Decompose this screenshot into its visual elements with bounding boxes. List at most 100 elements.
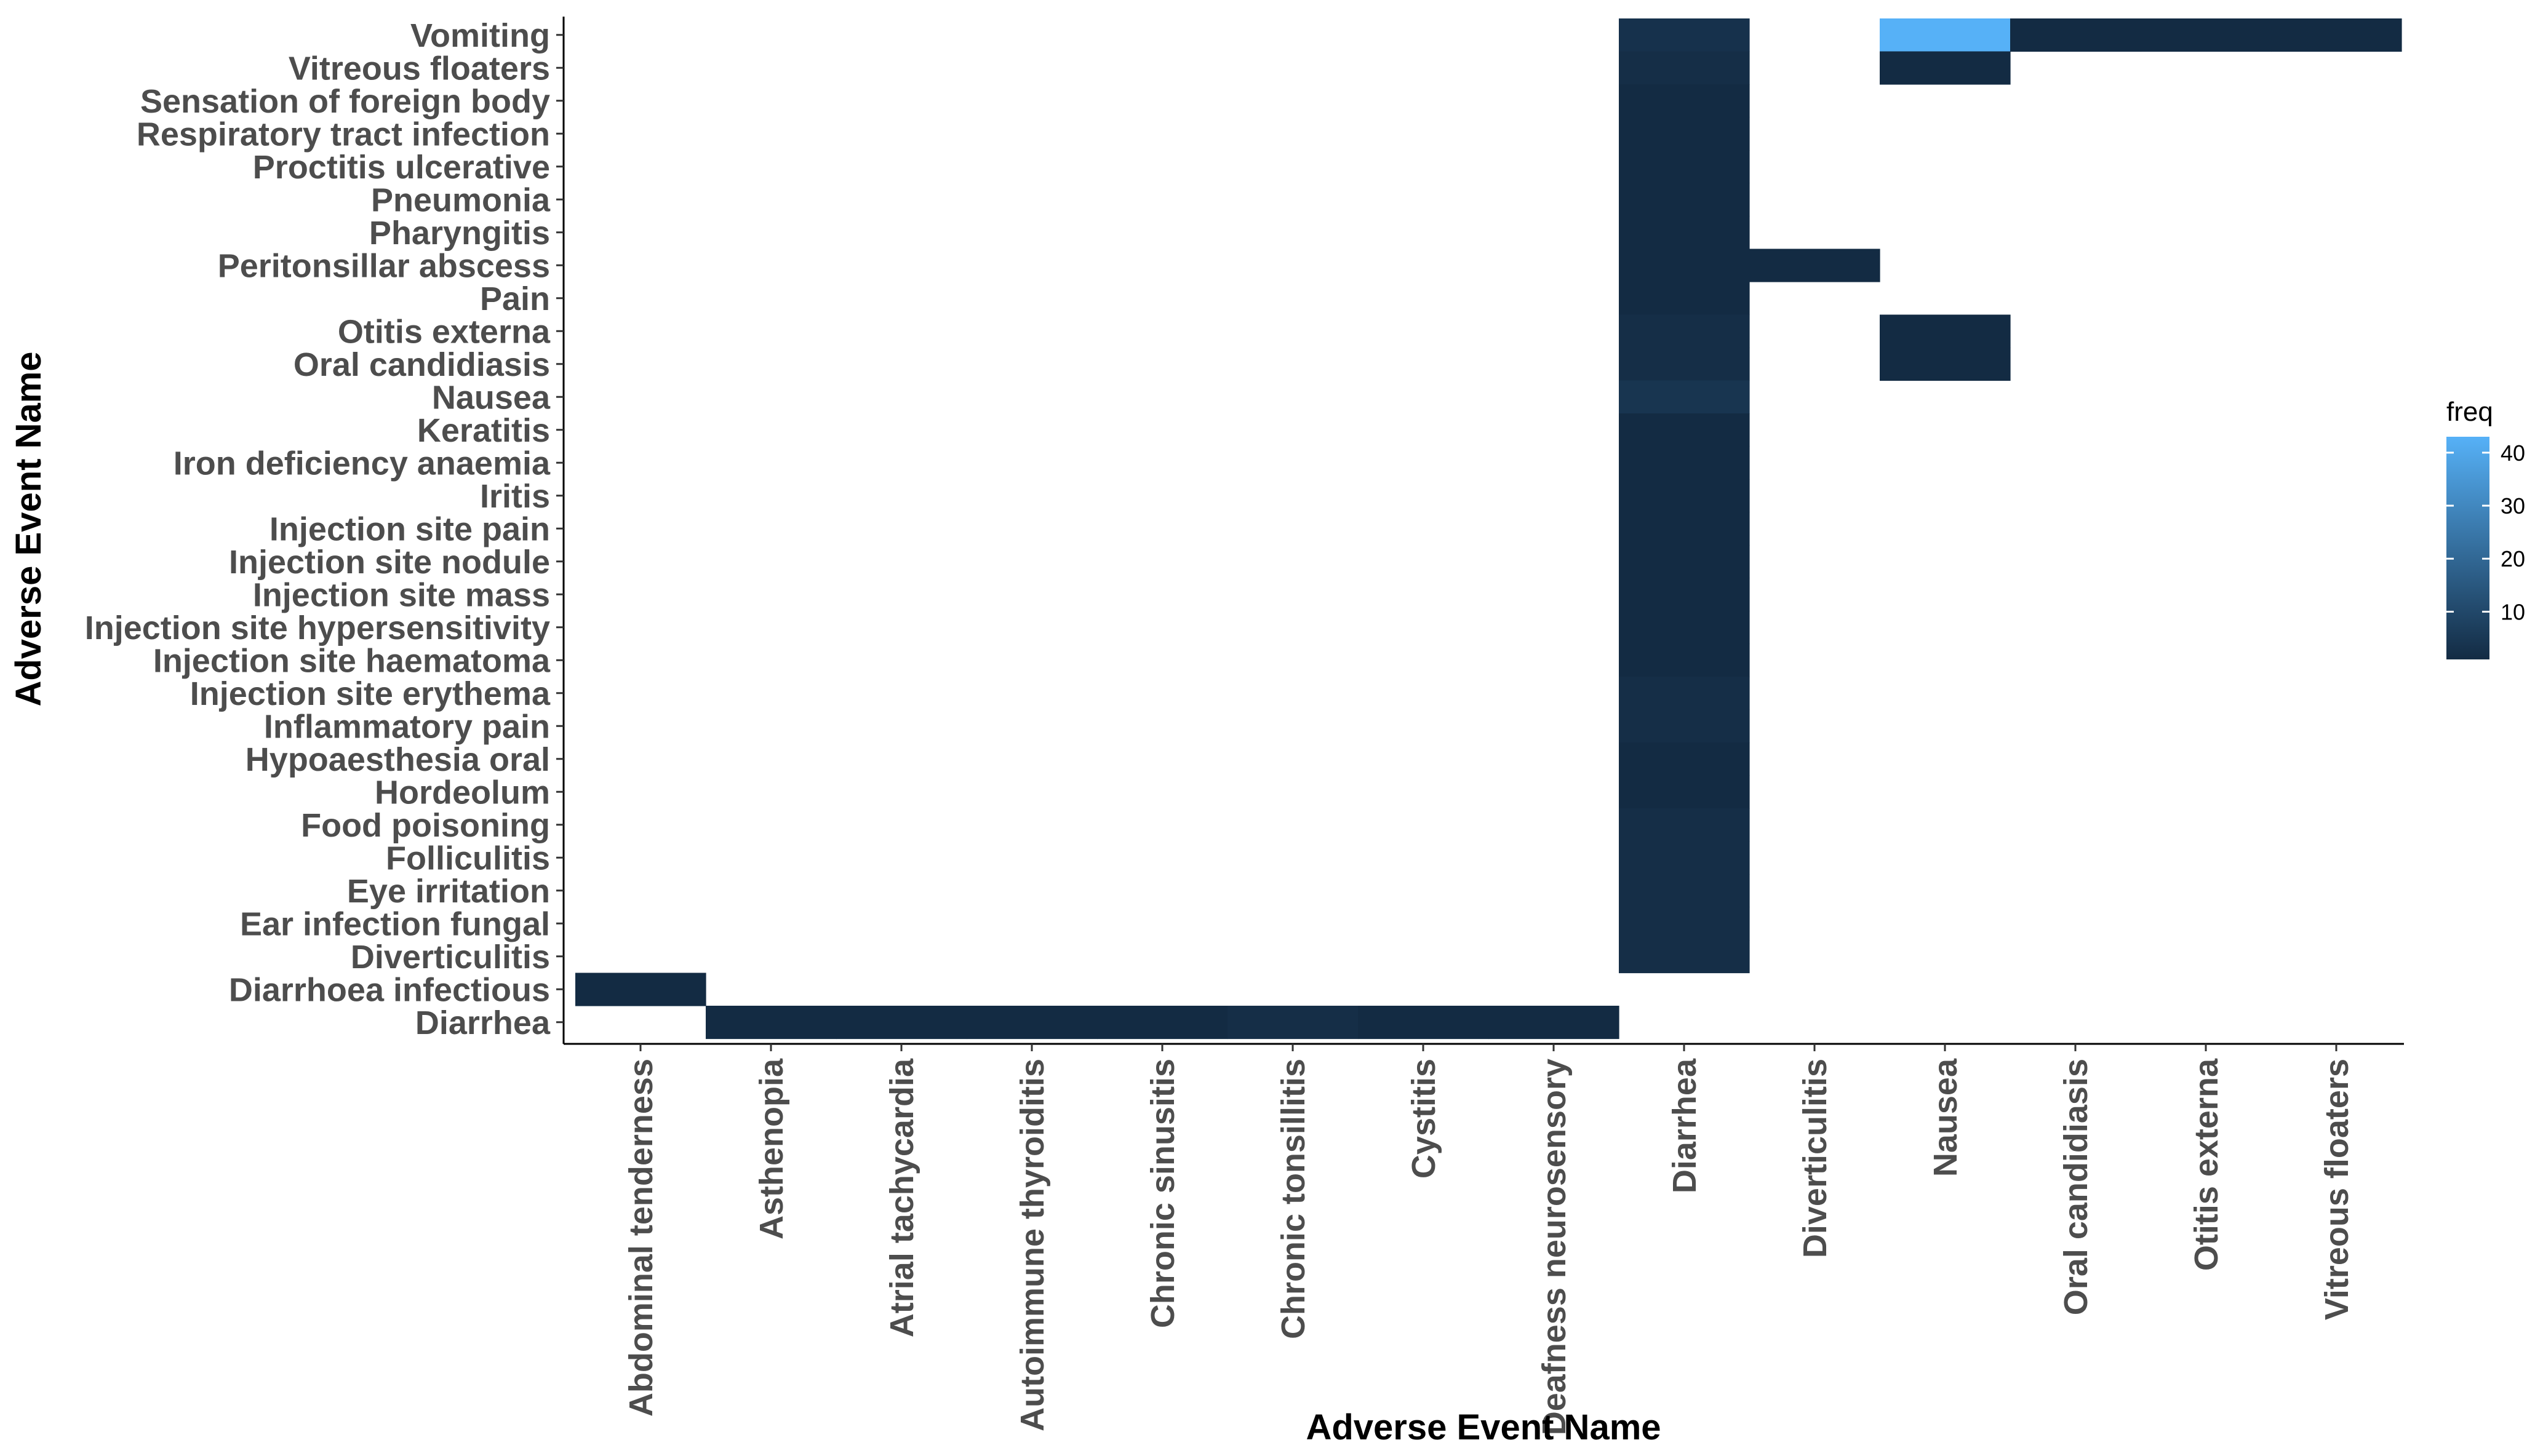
y-tick-label-nausea: Nausea	[432, 379, 551, 416]
y-tick-label-injection-site-mass: Injection site mass	[253, 576, 550, 613]
y-tick-label-otitis-externa: Otitis externa	[338, 313, 551, 350]
y-tick-label-injection-site-hypersensitivity: Injection site hypersensitivity	[85, 610, 550, 646]
y-tick-label-injection-site-haematoma: Injection site haematoma	[153, 642, 551, 679]
x-tick-label-oral-candidiasis: Oral candidiasis	[2058, 1059, 2094, 1315]
heatmap-cell-diarrhea-injection-site-nodule	[1619, 545, 1750, 579]
y-tick-label-pharyngitis: Pharyngitis	[369, 215, 550, 252]
x-tick-label-nausea: Nausea	[1927, 1058, 1964, 1177]
heatmap-cell-diarrhea-vomiting	[1619, 18, 1750, 52]
heatmap-cell-oral-candidiasis-vomiting	[2010, 18, 2141, 52]
heatmap-cell-diarrhea-respiratory-tract-infection	[1619, 117, 1750, 151]
y-tick-label-oral-candidiasis: Oral candidiasis	[293, 346, 550, 383]
x-tick-label-diarrhea: Diarrhea	[1666, 1058, 1703, 1193]
heatmap-cell-atrial-tachycardia-diarrhea	[836, 1006, 967, 1040]
legend-tick-label-10: 10	[2501, 599, 2525, 624]
x-tick-label-deafness-neurosensory: Deafness neurosensory	[1536, 1059, 1573, 1435]
y-tick-label-sensation-of-foreign-body: Sensation of foreign body	[140, 83, 550, 120]
x-tick-label-autoimmune-thyroiditis: Autoimmune thyroiditis	[1014, 1059, 1051, 1431]
heatmap-cell-diarrhea-folliculitis	[1619, 841, 1750, 875]
y-tick-label-peritonsillar-abscess: Peritonsillar abscess	[218, 247, 550, 284]
y-tick-label-inflammatory-pain: Inflammatory pain	[264, 708, 550, 745]
heatmap-cell-diarrhea-otitis-externa	[1619, 314, 1750, 348]
y-tick-label-diverticulitis: Diverticulitis	[351, 939, 550, 976]
heatmap-cell-otitis-externa-vomiting	[2141, 18, 2272, 52]
heatmap-cell-nausea-oral-candidiasis	[1880, 348, 2011, 381]
y-tick-label-iron-deficiency-anaemia: Iron deficiency anaemia	[174, 445, 551, 482]
heatmap-cell-cystitis-diarrhea	[1358, 1006, 1489, 1040]
y-tick-label-keratitis: Keratitis	[417, 412, 550, 449]
y-tick-label-injection-site-pain: Injection site pain	[269, 511, 550, 547]
legend-title: freq	[2446, 397, 2493, 427]
heatmap-cell-diarrhea-injection-site-mass	[1619, 578, 1750, 611]
heatmap-cell-diarrhea-vitreous-floaters	[1619, 51, 1750, 85]
y-tick-label-proctitis-ulcerative: Proctitis ulcerative	[253, 149, 550, 186]
heatmap-cell-diarrhea-peritonsillar-abscess	[1619, 249, 1750, 282]
heatmap-cell-asthenopia-diarrhea	[706, 1006, 837, 1040]
x-axis-tick-labels: Abdominal tenderness Asthenopia Atrial tac…	[623, 1058, 2355, 1435]
heatmap-cell-diarrhea-pneumonia	[1619, 183, 1750, 217]
heatmap-cell-diarrhea-injection-site-hypersensitivity	[1619, 611, 1750, 645]
heatmap-cell-chronic-tonsillitis-diarrhea	[1228, 1006, 1359, 1040]
x-tick-label-vitreous-floaters: Vitreous floaters	[2318, 1059, 2355, 1320]
heatmap-cell-diarrhea-diverticulitis	[1619, 940, 1750, 974]
heatmap-cell-diarrhea-hypoaesthesia-oral	[1619, 742, 1750, 776]
x-axis-title: Adverse Event Name	[1306, 1407, 1661, 1447]
heatmap-cell-diarrhea-pain	[1619, 282, 1750, 316]
x-tick-label-otitis-externa: Otitis externa	[2188, 1058, 2225, 1271]
y-tick-label-hordeolum: Hordeolum	[375, 774, 550, 811]
heatmap-cell-autoimmune-thyroiditis-diarrhea	[967, 1006, 1098, 1040]
y-tick-label-ear-infection-fungal: Ear infection fungal	[240, 905, 550, 942]
legend-tick-label-40: 40	[2501, 440, 2525, 466]
heatmap-cell-diarrhea-injection-site-haematoma	[1619, 643, 1750, 677]
x-tick-label-chronic-tonsillitis: Chronic tonsillitis	[1275, 1059, 1312, 1339]
y-tick-label-injection-site-nodule: Injection site nodule	[229, 544, 550, 581]
heatmap-cell-diarrhea-hordeolum	[1619, 775, 1750, 809]
heatmap-cell-diarrhea-pharyngitis	[1619, 216, 1750, 250]
x-tick-label-chronic-sinusitis: Chronic sinusitis	[1144, 1059, 1181, 1328]
heatmap-cell-diarrhea-oral-candidiasis	[1619, 348, 1750, 381]
heatmap-cell-nausea-otitis-externa	[1880, 314, 2011, 348]
y-tick-label-eye-irritation: Eye irritation	[347, 873, 550, 910]
x-tick-label-abdominal-tenderness: Abdominal tenderness	[623, 1059, 660, 1417]
legend-tick-label-30: 30	[2501, 493, 2525, 519]
heatmap-cell-chronic-sinusitis-diarrhea	[1097, 1006, 1228, 1040]
y-tick-label-diarrhoea-infectious: Diarrhoea infectious	[229, 971, 550, 1008]
legend-tick-label-20: 20	[2501, 546, 2525, 571]
axes	[556, 17, 2404, 1051]
color-legend: freq 10 20 30 40	[2446, 397, 2525, 659]
y-tick-label-vomiting: Vomiting	[410, 17, 550, 54]
heatmap-cell-diarrhea-inflammatory-pain	[1619, 709, 1750, 743]
y-tick-label-pneumonia: Pneumonia	[371, 181, 551, 218]
y-tick-label-iritis: Iritis	[480, 478, 550, 515]
y-tick-label-diarrhea: Diarrhea	[415, 1004, 551, 1041]
y-axis-title: Adverse Event Name	[9, 351, 49, 706]
y-tick-label-pain: Pain	[480, 280, 550, 317]
heatmap-cell-diarrhea-nausea	[1619, 380, 1750, 414]
x-tick-label-diverticulitis: Diverticulitis	[1797, 1059, 1834, 1258]
heatmap-cell-diarrhea-iritis	[1619, 479, 1750, 513]
x-tick-label-asthenopia: Asthenopia	[753, 1058, 790, 1239]
legend-colorbar	[2446, 437, 2489, 659]
y-tick-label-injection-site-erythema: Injection site erythema	[190, 675, 551, 712]
heatmap-cell-abdominal-tenderness-diarrhoea-infectious	[575, 973, 706, 1006]
heatmap-cell-deafness-neurosensory-diarrhea	[1488, 1006, 1619, 1040]
y-tick-label-hypoaesthesia-oral: Hypoaesthesia oral	[246, 741, 550, 778]
heatmap-cell-diarrhea-keratitis	[1619, 413, 1750, 447]
y-tick-label-respiratory-tract-infection: Respiratory tract infection	[137, 116, 550, 153]
heatmap-cell-diarrhea-injection-site-pain	[1619, 512, 1750, 546]
heatmap-cell-diarrhea-iron-deficiency-anaemia	[1619, 446, 1750, 480]
x-tick-label-atrial-tachycardia: Atrial tachycardia	[884, 1058, 920, 1337]
heatmap-cell-diarrhea-proctitis-ulcerative	[1619, 150, 1750, 184]
heatmap-cell-vitreous-floaters-vomiting	[2271, 18, 2402, 52]
y-tick-label-vitreous-floaters: Vitreous floaters	[289, 50, 550, 87]
y-tick-label-food-poisoning: Food poisoning	[301, 807, 550, 844]
heatmap-cell-diarrhea-eye-irritation	[1619, 874, 1750, 908]
heatmap-cell-diarrhea-food-poisoning	[1619, 808, 1750, 842]
heatmap-cell-diverticulitis-peritonsillar-abscess	[1749, 249, 1880, 282]
heatmap-cell-nausea-vitreous-floaters	[1880, 51, 2011, 85]
heatmap-cell-diarrhea-injection-site-erythema	[1619, 677, 1750, 710]
y-tick-label-folliculitis: Folliculitis	[386, 840, 550, 877]
